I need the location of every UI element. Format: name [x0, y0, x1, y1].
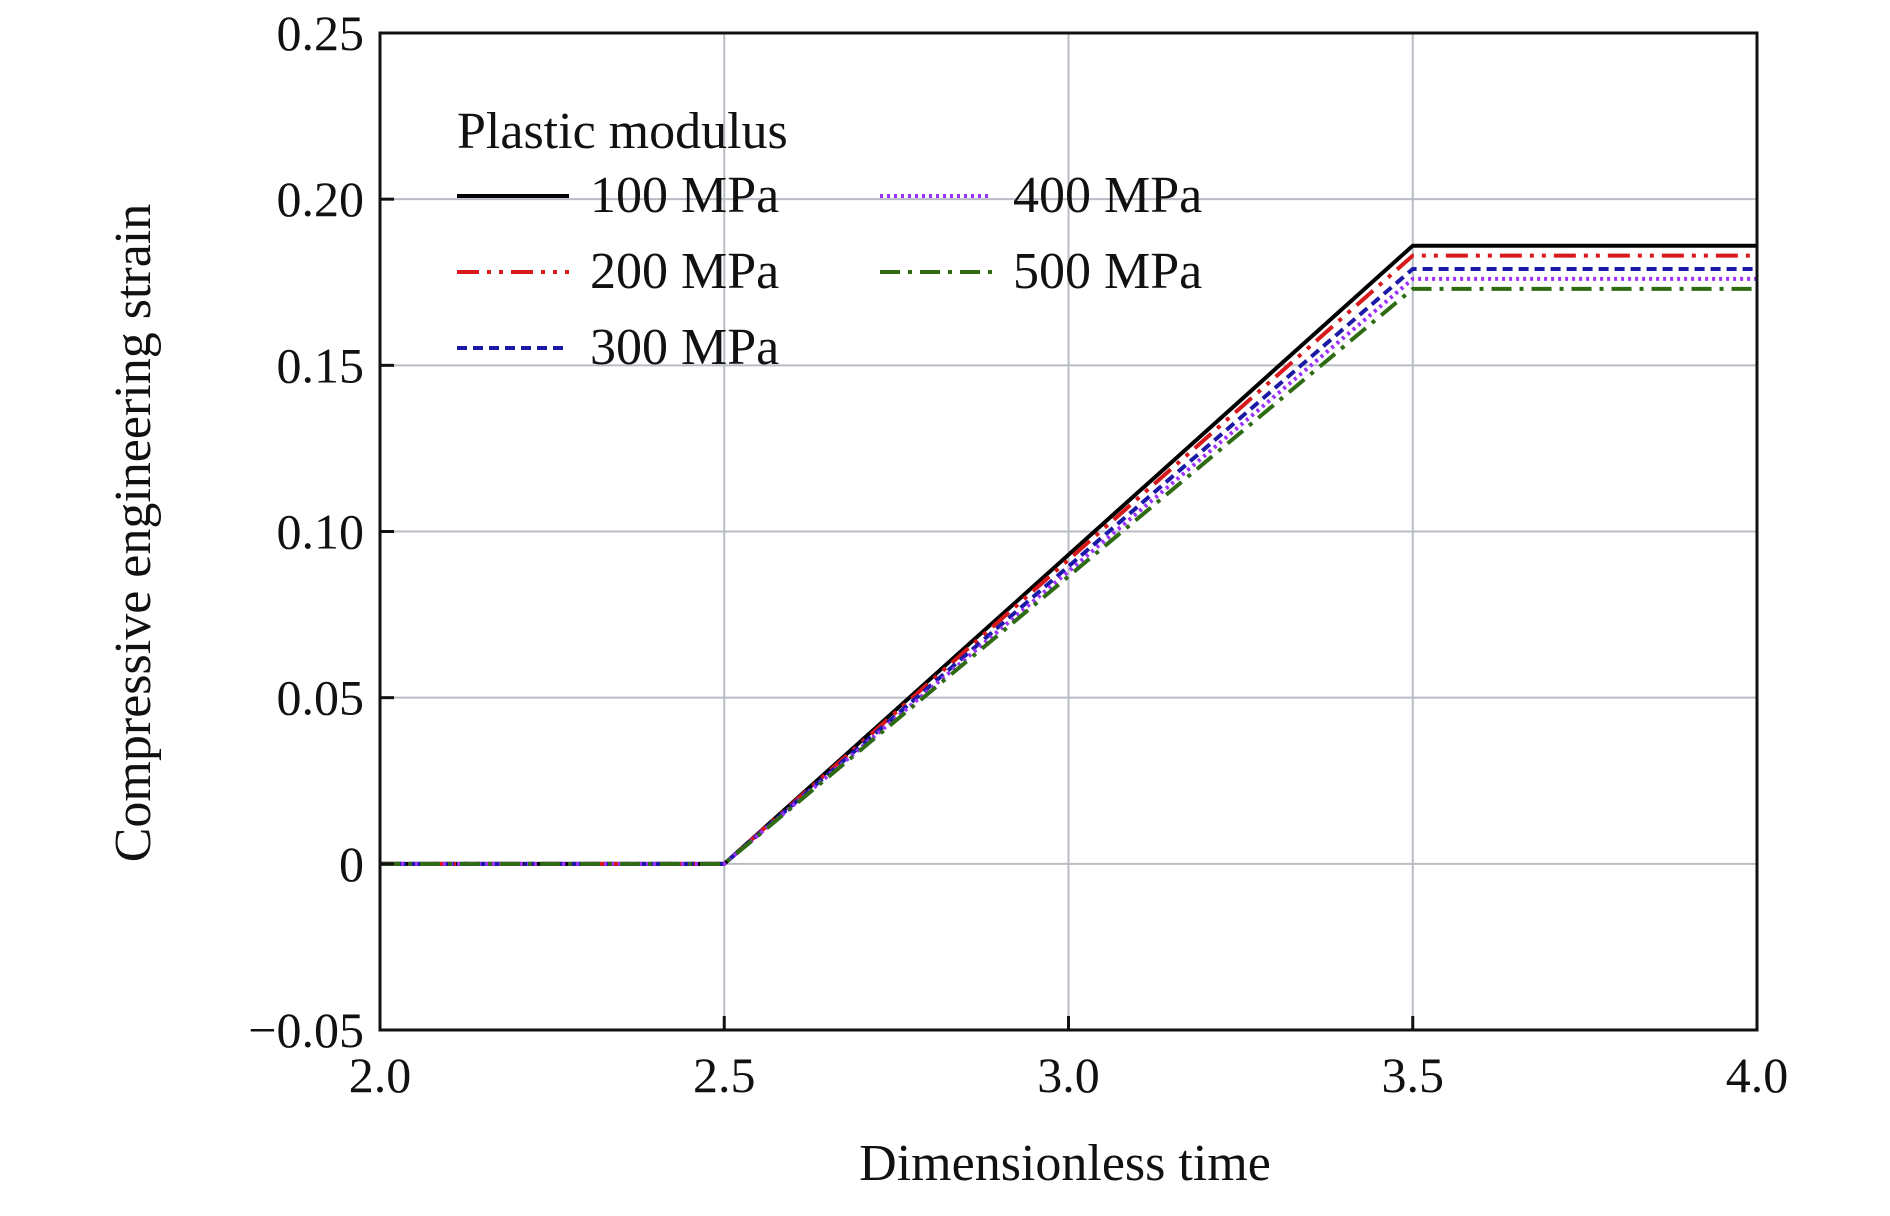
x-axis-title: Dimensionless time: [859, 1135, 1271, 1192]
series-line: [380, 266, 1757, 866]
x-tick-label: 2.5: [693, 1047, 756, 1103]
x-tick-label: 2.0: [349, 1047, 412, 1103]
series-lines: [380, 243, 1757, 866]
y-tick-label: 0.15: [277, 337, 365, 393]
y-tick-label: 0.10: [277, 504, 365, 560]
legend-label: 400 MPa: [1013, 167, 1202, 224]
y-tick-label: −0.05: [248, 1002, 364, 1058]
series-line: [380, 286, 1757, 866]
y-tick-label: 0.20: [277, 171, 365, 227]
y-tick-label: 0.25: [277, 5, 365, 61]
legend-label: 500 MPa: [1013, 243, 1202, 300]
y-tick-label: 0: [339, 836, 364, 892]
legend-title: Plastic modulus: [457, 103, 788, 160]
legend: Plastic modulus 100 MPa 200 MPa 300 MPa 400…: [457, 103, 1202, 376]
x-tick-label: 3.0: [1037, 1047, 1100, 1103]
legend-label: 300 MPa: [590, 319, 779, 376]
y-tick-label: 0.05: [277, 670, 365, 726]
axis-ticks: 2.0 2.5 3.0 3.5 4.0 −0.05 0 0.05 0.10 0.15 0.20 0.2…: [248, 5, 1788, 1103]
y-axis-title: Compressive engineering strain: [105, 204, 162, 863]
x-tick-label: 3.5: [1382, 1047, 1445, 1103]
legend-label: 100 MPa: [590, 167, 779, 224]
legend-entries: 100 MPa 200 MPa 300 MPa 400 MPa 500 MPa: [457, 167, 1202, 376]
x-tick-label: 4.0: [1726, 1047, 1789, 1103]
legend-label: 200 MPa: [590, 243, 779, 300]
